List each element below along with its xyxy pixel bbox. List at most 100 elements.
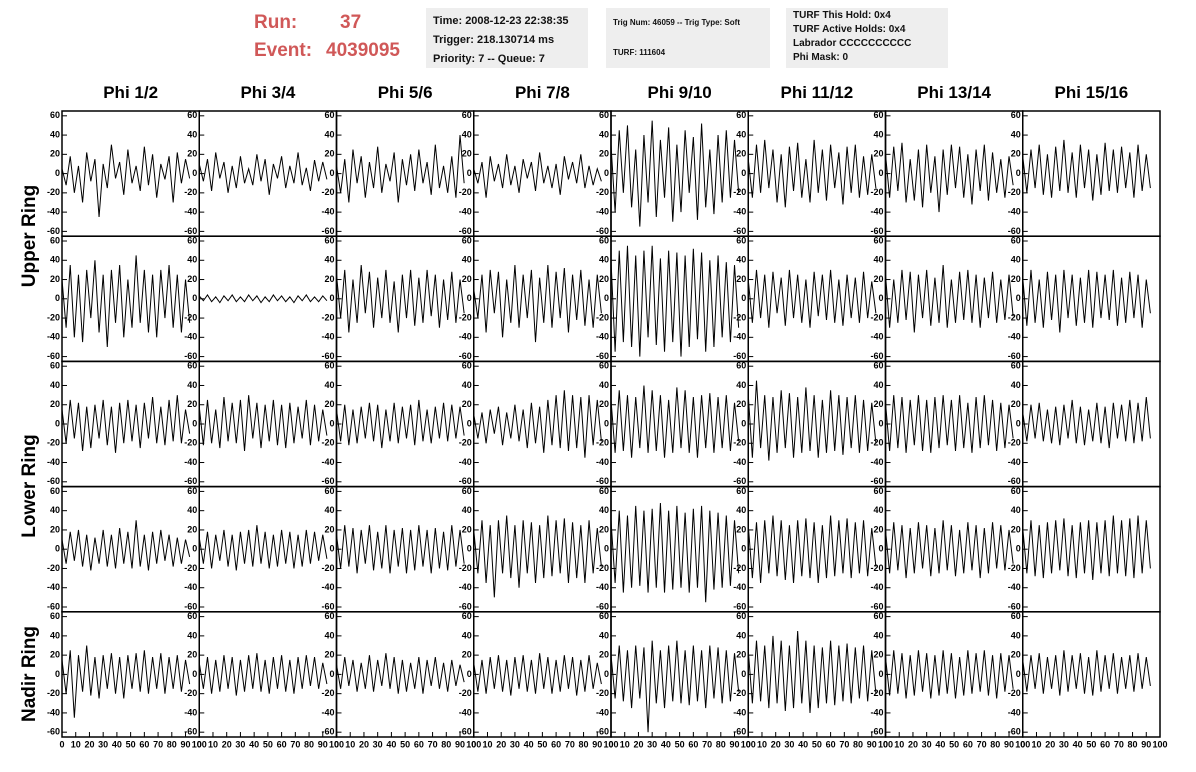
y-tick-label: 0 (604, 168, 609, 178)
waveform (198, 294, 328, 304)
y-tick-label: -60 (459, 476, 472, 486)
y-tick-label: 0 (192, 293, 197, 303)
y-tick-label: -40 (596, 332, 609, 342)
x-tick-label: 20 (1045, 739, 1055, 749)
x-tick-label: 40 (524, 739, 534, 749)
y-tick-label: 60 (873, 611, 883, 621)
y-tick-label: -20 (733, 187, 746, 197)
x-tick-label: 0 (883, 739, 888, 749)
y-tick-label: 60 (462, 235, 472, 245)
y-tick-label: -60 (733, 226, 746, 236)
run-label: Run: (254, 12, 298, 33)
y-tick-label: -20 (733, 688, 746, 698)
y-tick-label: -60 (184, 727, 197, 737)
y-tick-label: 40 (324, 255, 334, 265)
y-tick-label: -60 (1008, 226, 1021, 236)
x-tick-label: 90 (181, 739, 191, 749)
y-tick-label: 40 (873, 505, 883, 515)
y-tick-label: 0 (604, 544, 609, 554)
y-tick-label: 60 (736, 361, 746, 371)
y-tick-label: -20 (870, 312, 883, 322)
y-tick-label: 20 (873, 650, 883, 660)
y-tick-label: 0 (741, 669, 746, 679)
y-tick-label: 20 (50, 149, 60, 159)
y-tick-label: -20 (870, 563, 883, 573)
waveform (1022, 650, 1151, 696)
y-tick-label: -60 (459, 351, 472, 361)
trig-box: Trig Num: 46059 -- Trig Type: Soft TURF:… (606, 8, 770, 68)
y-tick-label: 60 (324, 361, 334, 371)
y-tick-label: -20 (321, 187, 334, 197)
x-tick-label: 70 (290, 739, 300, 749)
panel-frame (610, 485, 749, 613)
x-tick-label: 10 (757, 739, 767, 749)
x-tick-label: 0 (334, 739, 339, 749)
y-tick-label: 40 (736, 505, 746, 515)
y-tick-label: 20 (462, 650, 472, 660)
waveform (1022, 396, 1151, 449)
waveform (747, 631, 877, 713)
y-tick-label: -20 (1008, 312, 1021, 322)
panel-frame (1022, 110, 1161, 237)
y-tick-label: -60 (1008, 476, 1021, 486)
y-tick-label: 40 (462, 630, 472, 640)
y-tick-label: 20 (324, 399, 334, 409)
y-tick-label: 60 (462, 361, 472, 371)
y-tick-label: 40 (736, 630, 746, 640)
info-text: TURF: 111604 (613, 48, 666, 57)
y-tick-label: -20 (184, 688, 197, 698)
waveform (610, 245, 740, 357)
y-tick-label: 20 (736, 399, 746, 409)
y-tick-label: -20 (459, 688, 472, 698)
y-tick-label: 0 (1016, 669, 1021, 679)
waveform (473, 653, 602, 696)
x-tick-label: 70 (565, 739, 575, 749)
y-tick-label: -60 (596, 601, 609, 611)
y-tick-label: 20 (1011, 274, 1021, 284)
y-tick-label: -60 (47, 226, 60, 236)
y-tick-label: 20 (1011, 399, 1021, 409)
y-tick-label: 60 (462, 110, 472, 120)
y-tick-label: -20 (459, 187, 472, 197)
y-tick-label: -60 (733, 601, 746, 611)
y-tick-label: -40 (321, 206, 334, 216)
y-tick-label: -20 (870, 187, 883, 197)
y-tick-label: 20 (462, 399, 472, 409)
y-tick-label: 60 (873, 235, 883, 245)
waveform (610, 502, 740, 603)
info-text: Time: 2008-12-23 22:38:35 (433, 15, 569, 27)
y-tick-label: 60 (599, 235, 609, 245)
x-tick-label: 90 (592, 739, 602, 749)
y-tick-label: -40 (47, 582, 60, 592)
y-tick-label: -60 (321, 351, 334, 361)
y-tick-label: -60 (321, 727, 334, 737)
x-tick-label: 20 (908, 739, 918, 749)
y-tick-label: 20 (50, 524, 60, 534)
y-tick-label: 0 (55, 293, 60, 303)
x-tick-label: 50 (126, 739, 136, 749)
x-tick-label: 80 (167, 739, 177, 749)
x-tick-label: 80 (441, 739, 451, 749)
y-tick-label: -20 (321, 688, 334, 698)
waveform (747, 139, 877, 208)
y-tick-label: -60 (321, 476, 334, 486)
y-tick-label: -60 (459, 727, 472, 737)
info-text: Trig Num: 46059 -- Trig Type: Soft (613, 18, 740, 27)
y-tick-label: 40 (50, 129, 60, 139)
x-tick-label: 50 (675, 739, 685, 749)
panel-frame (1022, 611, 1161, 738)
y-tick-label: 40 (873, 255, 883, 265)
panel-frame (884, 485, 1024, 613)
y-tick-label: -40 (321, 457, 334, 467)
panel-frame (198, 485, 338, 613)
panel-frame (198, 611, 338, 738)
x-tick-label: 20 (222, 739, 232, 749)
x-tick-label: 40 (935, 739, 945, 749)
y-tick-label: -20 (733, 438, 746, 448)
info-text: Trigger: 218.130714 ms (433, 34, 555, 46)
y-tick-label: -20 (733, 312, 746, 322)
y-tick-label: 0 (878, 544, 883, 554)
y-tick-label: -40 (184, 707, 197, 717)
y-tick-label: -20 (459, 438, 472, 448)
y-tick-label: 40 (599, 380, 609, 390)
